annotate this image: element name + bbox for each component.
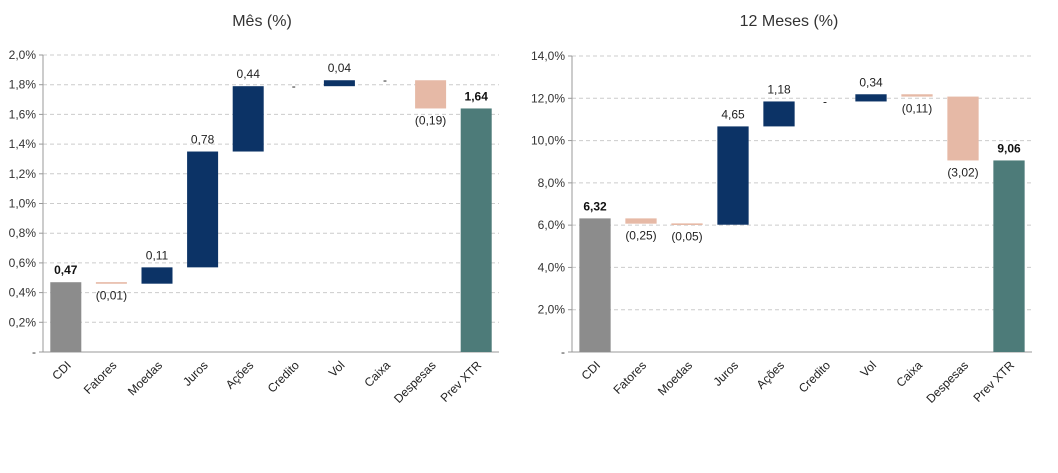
- y-tick-label: 2,0%: [538, 303, 566, 317]
- y-tick-label: 0,8%: [9, 226, 37, 240]
- bar-prev-xtr: [993, 160, 1025, 352]
- x-tick-label: Vol: [857, 358, 879, 380]
- x-tick-label: Ações: [223, 358, 256, 391]
- y-tick-label: 1,0%: [9, 197, 37, 211]
- data-label: 6,32: [583, 199, 607, 213]
- data-label: 0,78: [191, 133, 215, 147]
- y-tick-label: 1,4%: [9, 137, 37, 151]
- data-label: (0,25): [625, 229, 656, 243]
- y-tick-label: 0,4%: [9, 286, 37, 300]
- data-label: 4,65: [721, 107, 745, 121]
- x-tick-label: Caixa: [894, 358, 926, 390]
- data-label: -: [823, 94, 827, 108]
- y-tick-label: 0,2%: [9, 315, 37, 329]
- data-label: 0,11: [146, 248, 169, 262]
- data-label: 0,47: [54, 263, 78, 277]
- data-label: 0,04: [328, 61, 352, 75]
- y-tick-label: 8,0%: [538, 176, 566, 190]
- bar-a-es: [763, 101, 795, 127]
- x-tick-label: Juros: [180, 358, 211, 389]
- data-label: (0,01): [96, 289, 127, 303]
- y-tick-label: -: [561, 345, 565, 359]
- bar-juros: [717, 126, 749, 225]
- y-tick-label: 1,8%: [9, 78, 37, 92]
- bar-despesas: [947, 96, 979, 161]
- x-tick-label: Vol: [326, 358, 348, 380]
- x-tick-label: Juros: [710, 358, 741, 389]
- bar-cdi: [50, 282, 82, 352]
- bar-fatores: [625, 218, 657, 224]
- y-tick-label: 6,0%: [538, 218, 566, 232]
- x-tick-label: CDI: [49, 358, 74, 383]
- y-tick-label: 1,2%: [9, 167, 37, 181]
- data-label: (0,19): [415, 113, 446, 127]
- bar-juros: [187, 151, 219, 268]
- chart-title: 12 Meses (%): [740, 13, 839, 30]
- x-tick-label: CDI: [579, 358, 604, 383]
- y-tick-label: 2,0%: [9, 48, 37, 62]
- bar-vol: [323, 80, 355, 87]
- bar-moedas: [141, 267, 173, 284]
- x-tick-label: Moedas: [655, 358, 695, 398]
- bar-caixa: [901, 94, 933, 97]
- data-label: -: [383, 73, 387, 87]
- bar-vol: [855, 94, 887, 102]
- x-tick-label: Prev XTR: [438, 358, 485, 405]
- data-label: -: [292, 79, 296, 93]
- x-tick-label: Fatores: [610, 358, 649, 397]
- y-tick-label: 10,0%: [531, 134, 565, 148]
- x-tick-label: Prev XTR: [970, 358, 1017, 405]
- data-label: 9,06: [997, 141, 1021, 155]
- bar-cdi: [579, 218, 611, 352]
- x-tick-label: Despesas: [391, 358, 439, 406]
- x-tick-label: Caixa: [362, 358, 394, 390]
- data-label: (0,05): [671, 230, 702, 244]
- y-tick-label: -: [32, 345, 36, 359]
- data-label: 1,64: [465, 89, 489, 103]
- data-label: 0,44: [237, 67, 261, 81]
- y-tick-label: 4,0%: [538, 260, 566, 274]
- data-label: 0,34: [859, 75, 883, 89]
- x-tick-label: Credito: [796, 358, 833, 395]
- chart-1: Mês (%) - 0,2% 0,4% 0,6% 0,8% 1,0% 1,2% 1,4% 1,6%…: [9, 13, 499, 406]
- bar-prev-xtr: [460, 108, 492, 353]
- y-tick-label: 14,0%: [531, 49, 565, 63]
- bar-fatores: [95, 282, 127, 284]
- chart-2: 12 Meses (%) - 2,0% 4,0% 6,0% 8,0% 10,0% 12,0% 1…: [531, 13, 1032, 406]
- x-tick-label: Ações: [754, 358, 787, 391]
- data-label: 1,18: [767, 82, 791, 96]
- data-label: (3,02): [947, 165, 978, 179]
- x-tick-label: Moedas: [125, 358, 165, 398]
- x-tick-label: Credito: [265, 358, 302, 395]
- x-tick-label: Despesas: [923, 358, 971, 406]
- x-tick-label: Fatores: [81, 358, 120, 397]
- chart-title: Mês (%): [232, 13, 292, 30]
- bar-moedas: [671, 223, 703, 225]
- y-tick-label: 12,0%: [531, 91, 565, 105]
- y-tick-label: 1,6%: [9, 107, 37, 121]
- data-label: (0,11): [902, 102, 932, 116]
- bar-despesas: [415, 80, 447, 109]
- y-tick-label: 0,6%: [9, 256, 37, 270]
- bar-a-es: [232, 86, 264, 152]
